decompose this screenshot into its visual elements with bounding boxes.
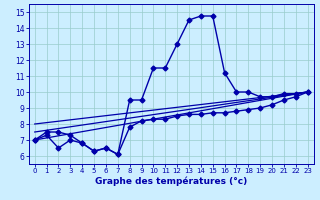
X-axis label: Graphe des températures (°c): Graphe des températures (°c) xyxy=(95,177,247,186)
